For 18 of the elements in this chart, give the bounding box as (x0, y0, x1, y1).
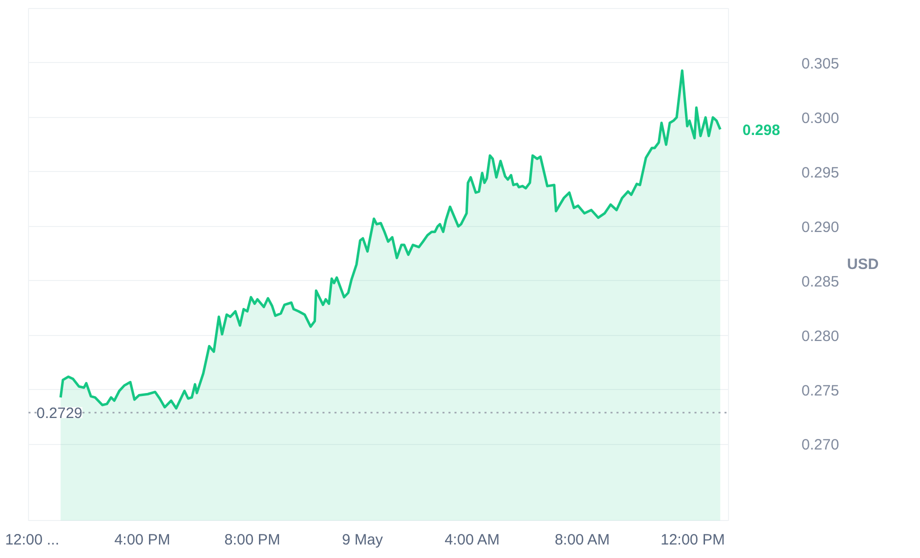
y-tick-label: 0.280 (802, 328, 840, 345)
y-tick-label: 0.275 (802, 382, 840, 400)
y-tick-label: 0.305 (802, 55, 840, 72)
y-tick-label: 0.270 (802, 436, 840, 454)
x-tick-label: 8:00 PM (224, 532, 280, 548)
y-tick-label: 0.290 (802, 218, 840, 236)
x-tick-label: 12:00 PM (660, 532, 725, 548)
text: 0.298 (742, 122, 780, 139)
y-tick-label: 0.295 (802, 164, 840, 182)
x-tick-label: 8:00 AM (554, 532, 610, 548)
x-tick-label: 4:00 PM (114, 532, 170, 548)
y-axis-title: USD (847, 256, 879, 273)
x-tick-label: 12:00 ... (5, 532, 60, 548)
x-tick-label: 9 May (342, 532, 384, 548)
ref-line-label: 0.2729 (36, 405, 82, 422)
y-tick-label: 0.285 (802, 273, 840, 290)
x-tick-label: 4:00 AM (444, 532, 500, 548)
y-tick-label: 0.300 (802, 110, 840, 127)
